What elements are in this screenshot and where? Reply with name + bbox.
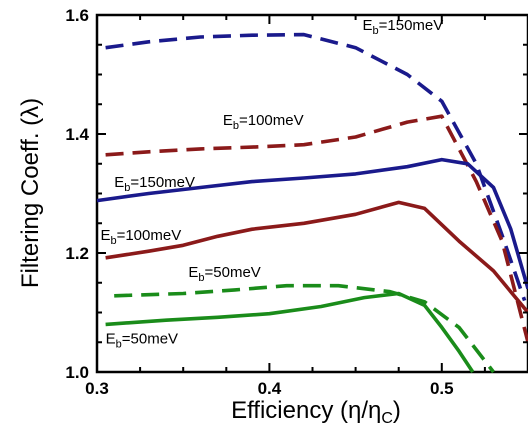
x-tick-label: 0.4 <box>258 379 282 398</box>
annotation-main: E <box>100 227 110 244</box>
series-line-4 <box>114 283 495 374</box>
y-axis-title: Filtering Coeff. (λ) <box>17 98 44 288</box>
y-tick-label: 1.2 <box>65 244 89 263</box>
annotation-rest: =150meV <box>130 174 195 191</box>
annotation-sub: b <box>373 25 379 37</box>
annotation-main: E <box>114 174 124 191</box>
y-tick-label: 1.6 <box>65 6 89 25</box>
x-tick-label: 0.5 <box>430 379 454 398</box>
annotation-sub: b <box>233 120 239 132</box>
annotation-main: E <box>188 264 198 281</box>
series-line-5 <box>105 291 475 373</box>
series-line-0 <box>105 32 527 302</box>
series-line-1 <box>105 114 528 343</box>
annotation-main: E <box>223 112 233 129</box>
x-axis-title-main: Efficiency (η/η <box>231 397 381 424</box>
series-line-3 <box>105 200 528 314</box>
x-axis-title-end: ) <box>393 397 401 424</box>
series-annotation: Eb=50meV <box>106 330 178 350</box>
annotation-rest: =150meV <box>379 17 444 34</box>
annotation-sub: b <box>124 182 130 194</box>
series-annotation: Eb=150meV <box>362 17 443 37</box>
series-annotation: Eb=100meV <box>100 227 181 247</box>
annotation-rest: =100meV <box>117 227 182 244</box>
y-tick-label: 1.4 <box>65 125 89 144</box>
annotation-layer: Eb=150meVEb=100meVEb=150meVEb=100meVEb=5… <box>100 17 443 351</box>
series-layer <box>96 32 528 374</box>
series-annotation: Eb=100meV <box>223 112 304 132</box>
series-annotation: Eb=50meV <box>188 264 260 284</box>
ticks-layer <box>96 14 528 373</box>
series-line-2 <box>96 157 528 290</box>
annotation-sub: b <box>198 272 204 284</box>
annotation-rest: =50meV <box>205 264 261 281</box>
labels-layer: 0.3 0.4 0.5 1.0 1.2 1.4 1.6 <box>65 6 453 398</box>
annotation-sub: b <box>110 235 116 247</box>
annotation-rest: =50meV <box>122 330 178 347</box>
x-tick-label: 0.3 <box>85 379 109 398</box>
x-axis-title-sub: C <box>381 410 393 425</box>
x-axis-title: Efficiency (η/ηC) <box>231 397 401 425</box>
annotation-main: E <box>362 17 372 34</box>
annotation-main: E <box>106 330 116 347</box>
annotation-rest: =100meV <box>239 112 304 129</box>
y-tick-label: 1.0 <box>65 363 89 382</box>
annotation-sub: b <box>116 338 122 350</box>
series-annotation: Eb=150meV <box>114 174 195 194</box>
